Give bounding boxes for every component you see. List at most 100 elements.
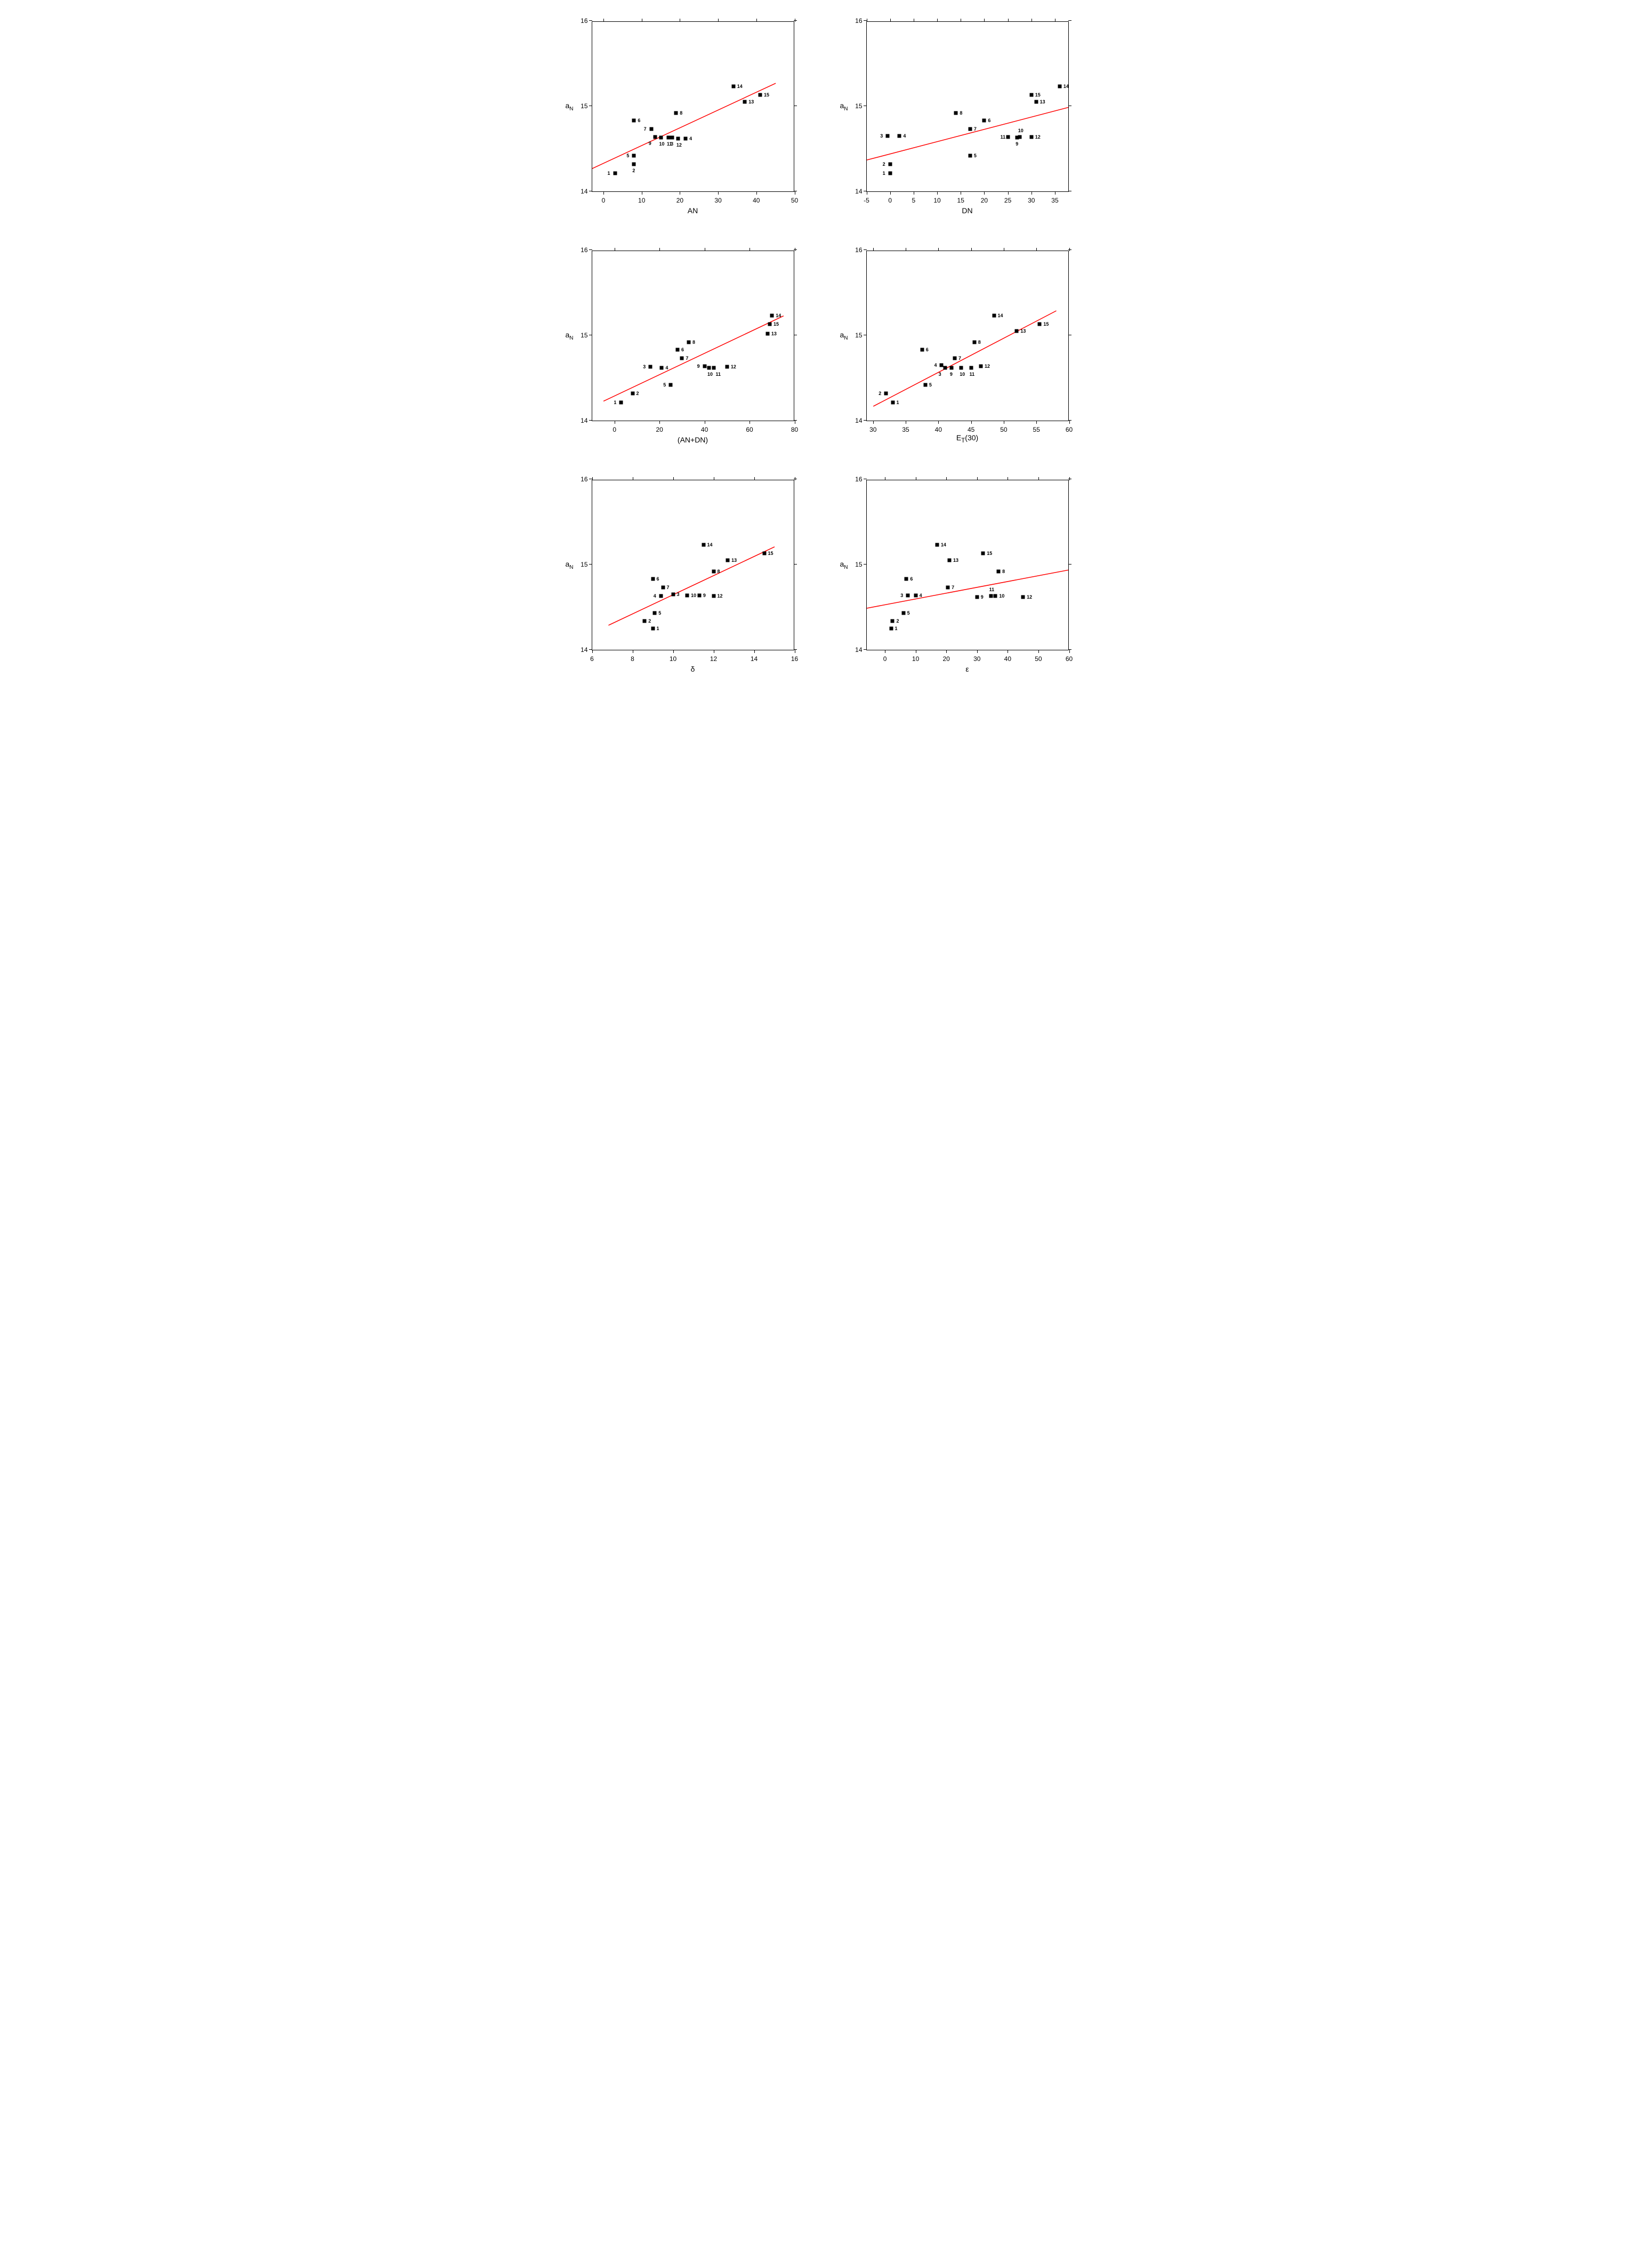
point-label: 6: [657, 576, 659, 582]
point-label: 10: [691, 593, 696, 598]
point-label: 15: [768, 551, 773, 556]
y-tick-label: 16: [850, 17, 863, 25]
x-axis-label: (AN+DN): [678, 436, 708, 444]
point-label: 14: [737, 84, 743, 89]
point-label: 11: [970, 372, 975, 377]
data-marker: [619, 401, 623, 405]
point-label: 7: [974, 126, 977, 132]
data-marker: [888, 162, 892, 166]
point-label: 14: [776, 313, 781, 318]
point-label: 10: [659, 141, 665, 147]
point-label: 14: [941, 542, 946, 547]
plot-area: 020406080141516123456789101112131415(AN+…: [592, 251, 794, 421]
data-marker: [943, 366, 947, 369]
point-label: 2: [636, 391, 639, 396]
plot-area: 3035404550556014151612345678910111213141…: [866, 251, 1069, 421]
point-label: 4: [934, 362, 937, 368]
data-marker: [981, 552, 985, 555]
x-tick-label: 35: [1051, 197, 1058, 204]
chart-delta: 68101214161415161234567891012131415δaN: [560, 469, 805, 682]
x-tick-label: 0: [613, 426, 616, 433]
data-marker: [651, 577, 655, 581]
data-marker: [613, 172, 617, 175]
data-marker: [762, 552, 766, 555]
data-marker: [671, 136, 674, 140]
point-label: 8: [680, 110, 682, 116]
point-label: 5: [929, 382, 932, 388]
data-marker: [1038, 323, 1042, 326]
point-label: 10: [1018, 128, 1024, 133]
point-label: 1: [895, 626, 898, 631]
data-marker: [906, 593, 910, 597]
data-marker: [960, 366, 963, 369]
point-label: 13: [953, 558, 958, 563]
y-axis-label: aN: [840, 560, 848, 570]
data-marker: [702, 543, 705, 547]
point-label: 1: [608, 171, 610, 176]
point-label: 9: [649, 141, 651, 146]
x-tick-label: 60: [1066, 426, 1073, 433]
data-marker: [905, 577, 908, 581]
chart-grid: 01020304050141516123456789101112131415AN…: [560, 11, 1093, 682]
data-marker: [935, 543, 939, 547]
y-tick-label: 16: [575, 246, 588, 254]
x-tick-label: 35: [902, 426, 909, 433]
data-marker: [1018, 135, 1021, 139]
point-label: 15: [987, 551, 992, 556]
y-tick-label: 14: [575, 646, 588, 654]
point-label: 8: [978, 340, 981, 345]
point-label: 6: [681, 347, 684, 352]
plot-area: 0102030405060141516123456789101112131415…: [866, 480, 1069, 650]
point-label: 9: [703, 593, 706, 598]
data-marker: [972, 340, 976, 344]
data-marker: [661, 586, 665, 590]
point-label: 13: [771, 331, 777, 336]
x-tick-label: 20: [981, 197, 988, 204]
y-axis-label: aN: [840, 331, 848, 341]
point-label: 11: [989, 587, 995, 592]
data-marker: [676, 136, 680, 140]
data-marker: [953, 357, 956, 360]
data-marker: [992, 314, 996, 318]
x-tick-label: 55: [1033, 426, 1040, 433]
data-marker: [891, 619, 895, 623]
point-label: 4: [903, 133, 906, 139]
data-marker: [686, 593, 689, 597]
point-label: 12: [1035, 134, 1041, 140]
data-marker: [969, 366, 973, 369]
fit-line: [867, 480, 1068, 650]
data-marker: [712, 569, 715, 573]
x-axis-label: DN: [962, 206, 972, 215]
x-tick-label: 80: [791, 426, 798, 433]
point-label: 15: [773, 321, 779, 327]
x-tick-label: 50: [791, 197, 798, 204]
data-marker: [889, 627, 893, 631]
point-label: 4: [654, 593, 656, 599]
data-marker: [989, 594, 993, 598]
point-label: 13: [748, 99, 754, 104]
point-label: 3: [643, 364, 646, 369]
point-label: 12: [676, 142, 682, 148]
point-label: 4: [689, 136, 692, 141]
point-label: 2: [879, 391, 881, 396]
data-marker: [726, 559, 730, 562]
point-label: 7: [952, 585, 954, 590]
point-label: 7: [644, 126, 647, 132]
point-label: 13: [1040, 99, 1045, 104]
fit-line: [867, 22, 1068, 191]
point-label: 4: [920, 593, 922, 598]
point-label: 7: [958, 356, 961, 361]
point-label: 11: [1001, 134, 1006, 140]
data-marker: [923, 383, 927, 386]
data-marker: [659, 594, 663, 598]
data-marker: [743, 100, 747, 104]
y-tick-label: 15: [575, 332, 588, 339]
y-tick-label: 15: [850, 102, 863, 110]
data-marker: [731, 85, 735, 88]
x-tick-label: 40: [701, 426, 708, 433]
x-tick-label: 20: [676, 197, 683, 204]
data-marker: [684, 136, 688, 140]
y-tick-label: 15: [575, 561, 588, 568]
x-tick-label: 12: [710, 655, 717, 663]
point-label: 13: [731, 558, 737, 563]
